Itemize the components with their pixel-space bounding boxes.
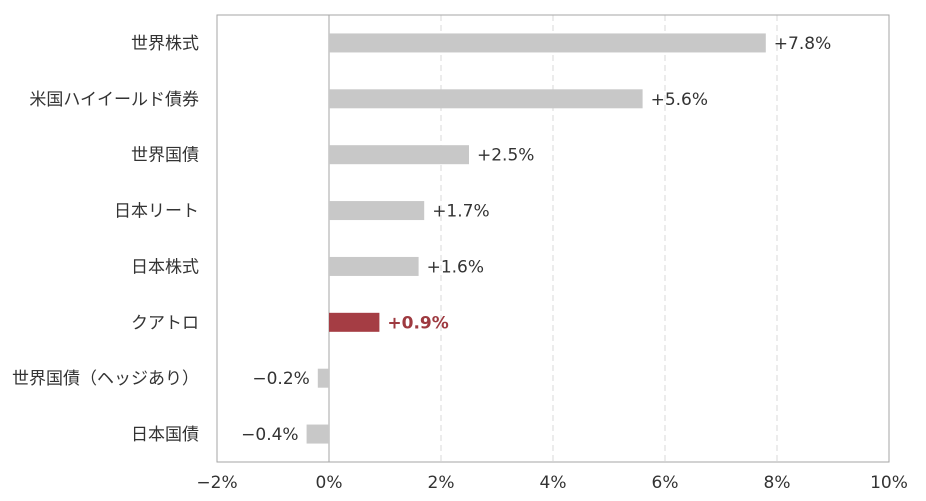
category-label: 世界株式 <box>131 34 199 54</box>
value-label: −0.2% <box>252 369 309 389</box>
bar <box>317 368 329 388</box>
x-tick-label: −2% <box>196 473 237 493</box>
category-label: 世界国債 <box>131 146 199 166</box>
bar <box>306 424 329 444</box>
grid-lines <box>328 15 778 462</box>
bar <box>329 89 643 109</box>
category-label: クアトロ <box>131 313 199 333</box>
value-label: +5.6% <box>651 90 708 110</box>
x-tick-label: 10% <box>870 473 908 493</box>
x-tick-label: 8% <box>764 473 791 493</box>
value-label: +1.7% <box>432 202 489 222</box>
bar <box>329 145 469 165</box>
x-tick-label: 6% <box>652 473 679 493</box>
bar <box>329 33 766 53</box>
bar <box>329 201 425 221</box>
x-tick-label: 2% <box>428 473 455 493</box>
category-label: 日本リート <box>114 202 199 222</box>
value-label: +0.9% <box>387 313 448 333</box>
category-label: 米国ハイイールド債券 <box>29 90 199 110</box>
category-label: 日本国債 <box>131 425 199 445</box>
plot-frame <box>216 14 890 463</box>
bars <box>306 33 766 444</box>
bar <box>329 312 380 332</box>
value-label: −0.4% <box>241 425 298 445</box>
category-label: 日本株式 <box>131 257 199 277</box>
category-label: 世界国債（ヘッジあり） <box>12 369 199 389</box>
x-tick-label: 4% <box>540 473 567 493</box>
bar <box>329 256 419 276</box>
x-tick-label: 0% <box>316 473 343 493</box>
labels: −2% 0% 2% 4% 6% 8% 10% 世界株式 +7.8% 米国ハイイールド債券 +5.6%… <box>12 34 908 493</box>
value-label: +7.8% <box>774 34 831 54</box>
value-label: +1.6% <box>427 257 484 277</box>
value-label: +2.5% <box>477 146 534 166</box>
